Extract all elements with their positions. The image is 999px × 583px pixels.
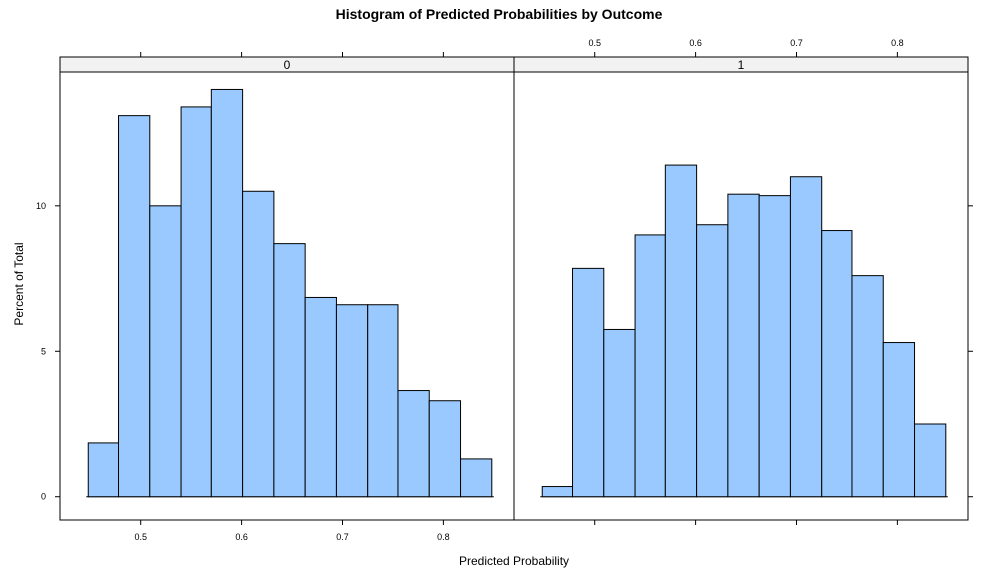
histogram-bar <box>696 224 729 498</box>
y-axis-label: Percent of Total <box>12 242 26 325</box>
histogram-bar <box>242 190 275 498</box>
histogram-bar <box>541 486 574 498</box>
histogram-bar <box>789 176 823 498</box>
x-tick-label: 0.5 <box>134 532 147 542</box>
x-tick-label-top: 0.5 <box>588 38 601 48</box>
panel-frame <box>513 71 969 521</box>
histogram-bar <box>335 304 369 498</box>
panel-strip-label: 1 <box>738 58 745 72</box>
histogram-bar <box>87 442 120 498</box>
panel-strip-label: 0 <box>284 58 291 72</box>
histogram-bar <box>460 458 493 498</box>
histogram-bar <box>603 328 636 498</box>
x-tick-label: 0.7 <box>336 532 349 542</box>
histogram-bar <box>821 230 853 498</box>
x-tick-label: 0.6 <box>235 532 248 542</box>
histogram-bar <box>758 195 791 498</box>
histogram-bar <box>914 423 947 498</box>
histogram-bar <box>149 205 182 498</box>
y-tick-label: 10 <box>36 201 46 211</box>
histogram-bar <box>882 342 916 498</box>
histogram-bar <box>851 275 884 498</box>
histogram-bar <box>367 304 399 498</box>
histogram-bar <box>428 400 462 498</box>
x-tick-label-top: 0.7 <box>790 38 803 48</box>
panels-group: 0 0.5 0.6 0.7 0.8 0 5 10 1 0.5 0.6 0.7 0.8 <box>36 38 973 542</box>
histogram-bar <box>210 88 244 498</box>
x-tick-label-top: 0.8 <box>891 38 904 48</box>
histogram-bar <box>727 193 760 498</box>
x-axis-label: Predicted Probability <box>459 554 569 568</box>
histogram-bar <box>572 267 605 498</box>
histogram-bar <box>304 296 337 498</box>
panel-0: 0 0.5 0.6 0.7 0.8 0 5 10 <box>36 52 515 542</box>
histogram-bar <box>634 234 666 498</box>
panel-1: 1 0.5 0.6 0.7 0.8 <box>513 38 973 525</box>
histogram-bar <box>180 106 212 498</box>
x-tick-label-top: 0.6 <box>689 38 702 48</box>
histogram-bar <box>397 390 430 498</box>
histogram-bar <box>118 115 151 498</box>
x-tick-label: 0.8 <box>437 532 450 542</box>
y-tick-label: 0 <box>41 492 46 502</box>
histogram-bar <box>664 164 698 498</box>
chart-title: Histogram of Predicted Probabilities by … <box>336 6 663 22</box>
histogram-bar <box>273 243 306 498</box>
y-tick-label: 5 <box>41 346 46 356</box>
